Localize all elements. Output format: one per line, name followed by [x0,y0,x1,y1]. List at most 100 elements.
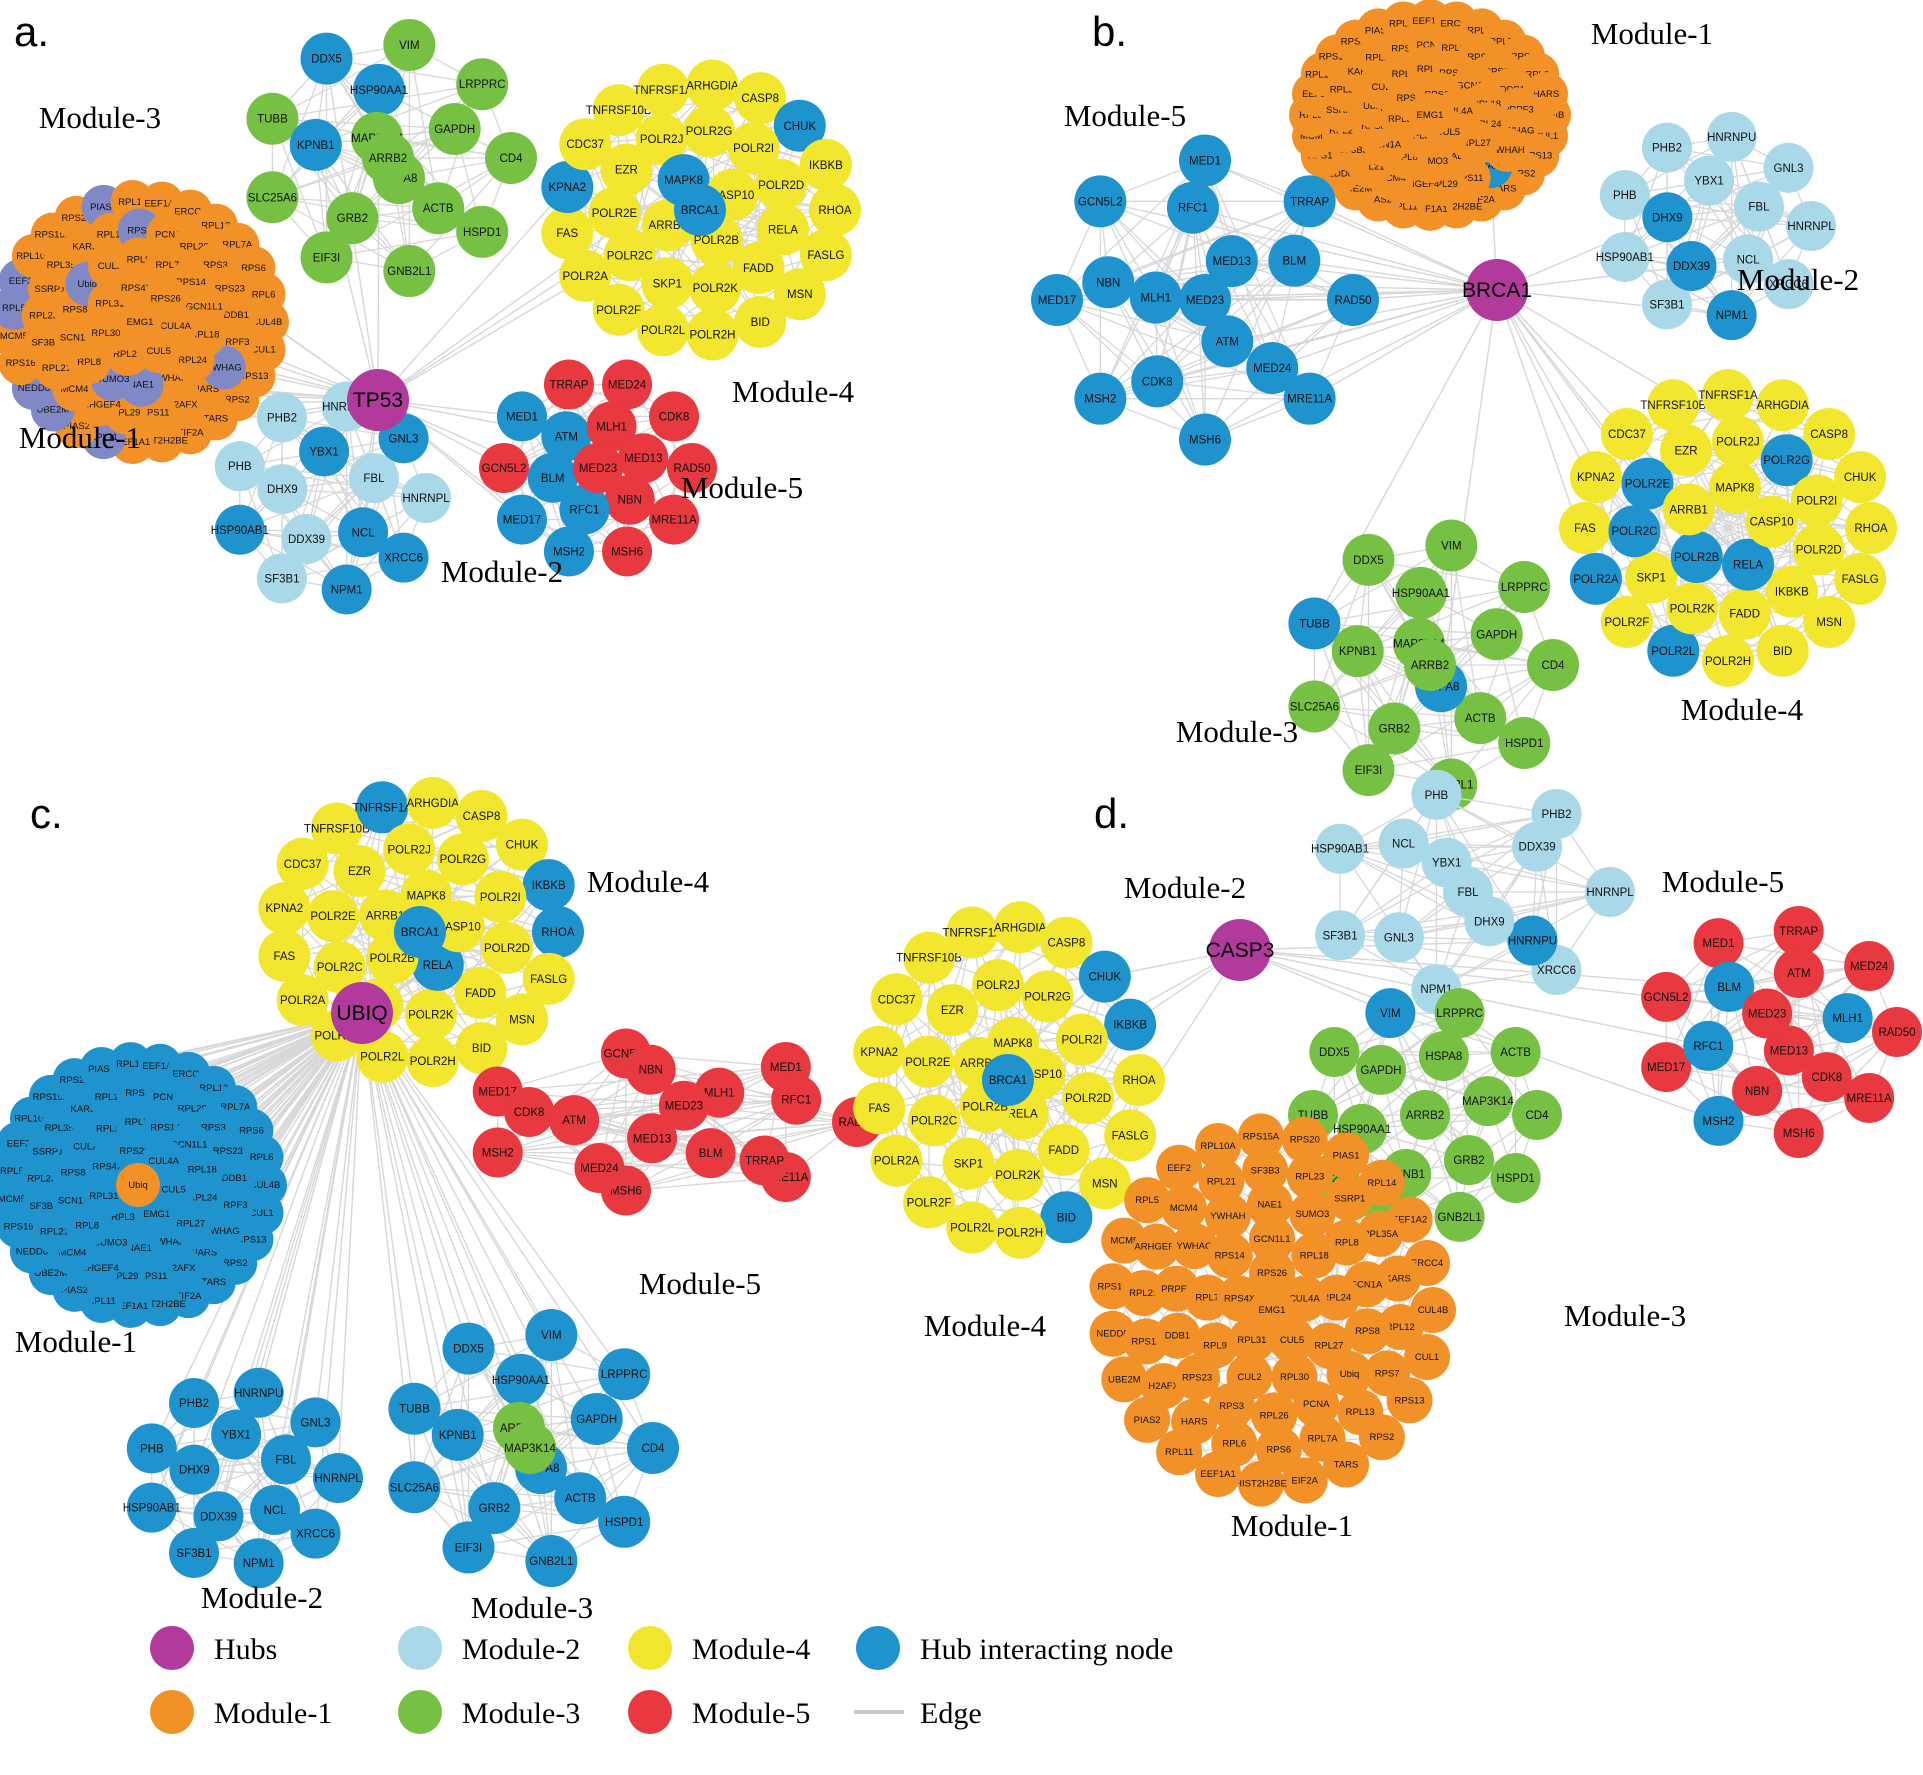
gene-node-label: PHB2 [1542,809,1572,821]
gene-node-label: FADD [1729,609,1760,621]
gene-node-label: XRCC6 [1537,965,1576,977]
gene-node-label: HSP90AA1 [350,85,408,97]
gene-node-label: ARRB2 [1411,660,1449,672]
gene-node-label: HSPD1 [1496,1173,1534,1185]
gene-node [573,443,623,493]
gene-node-label: TUBB [1299,618,1330,630]
gene-node [592,84,645,137]
gene-node-label: POLR2A [874,1156,920,1168]
gene-node-label: RPS16 [6,358,36,369]
gene-node-label: RPL7A [222,240,253,251]
gene-node-label: RPL5 [1135,1195,1159,1206]
gene-node-label: BLM [541,473,565,485]
gene-node [603,229,656,282]
gene-node-label: TNFRSF1A [353,802,413,814]
gene-node-label: RPS20 [1290,1135,1320,1146]
gene-node-label: HSP90AB1 [1311,844,1369,856]
gene-node [689,261,742,314]
gene-node-label: MED23 [665,1101,703,1113]
gene-node-label: CD4 [499,153,523,165]
gene-node-label: POLR2A [1573,574,1619,586]
hub-node-label: UBIQ [336,1002,387,1025]
gene-node-label: FAS [556,228,578,240]
gene-node-label: POLR2L [950,1223,995,1235]
gene-node [362,132,414,184]
gene-node-label: RPL21 [1207,1176,1236,1187]
gene-node-label: HSPD1 [605,1517,643,1529]
gene-node-label: MSH2 [553,546,585,558]
gene-node-label: ARRB1 [649,220,687,232]
gene-node-label: HNRNPU [1508,936,1557,948]
gene-node-label: ARRB1 [1669,504,1707,516]
gene-node-label: TRRAP [1290,196,1329,208]
gene-node [321,564,372,615]
gene-node-label: RPL11 [1165,1447,1193,1458]
legend-label: Module-3 [462,1697,580,1730]
gene-node-label: RFC1 [569,505,599,517]
gene-node-label: TARS [1334,1460,1359,1471]
gene-node-label: HSPD1 [1505,738,1543,750]
gene-node-label: PCNA [155,230,182,241]
gene-node-label: BLM [1717,982,1741,994]
gene-node-label: FASLG [1842,574,1879,586]
gene-node-label: RPL8 [75,1220,99,1231]
gene-node [246,92,299,145]
gene-node-label: RPL31 [95,299,124,310]
gene-node [686,59,739,112]
gene-node [541,411,592,462]
gene-node [496,391,547,442]
gene-node-label: MED17 [1038,295,1076,307]
gene-node-label: FAS [868,1103,890,1115]
gene-node-label: MED13 [624,453,662,465]
gene-node-label: MRE11A [1287,394,1332,406]
gene-node-label: LRPPRC [1501,582,1548,594]
gene-node-label: RAD50 [673,463,710,475]
panel-a-nodes: CD4 HSPD1 GNB2L1 EIF3I SLC25A6 TUBB DDX5 VIM LRP… [0,18,861,615]
gene-node [281,514,332,565]
gene-node-label: DDX39 [1519,842,1556,854]
gene-node-label: CHUK [783,121,816,133]
gene-node-label: BID [751,317,770,329]
gene-node-label: BID [1057,1212,1076,1224]
gene-node-label: MSH2 [482,1148,514,1160]
gene-node-label: POLR2F [1605,617,1650,629]
gene-node [635,113,688,166]
gene-node-label: GRB2 [337,213,368,225]
gene-node-label: DDX5 [1353,555,1384,567]
gene-node-label: KPNA2 [265,903,303,915]
gene-node-label: DDB1 [224,310,249,321]
module-title: Module-3 [1564,1298,1686,1333]
gene-node-label: RPS23 [1182,1373,1212,1384]
gene-node [485,132,537,184]
gene-node-label: LRPPRC [601,1369,648,1381]
gene-node-label: KPNA2 [860,1047,898,1059]
gene-node-label: POLR2B [1674,552,1720,564]
gene-node-label: GNB2L1 [529,1556,573,1568]
gene-node-label: POLR2J [387,844,430,856]
gene-node-label: CASP8 [741,93,779,105]
gene-node-label: DDB1 [1165,1331,1190,1342]
gene-node-label: NBN [639,1065,663,1077]
gene-node [600,143,653,196]
gene-node-label: EEF1A1 [1200,1469,1235,1480]
gene-node-label: TRRAP [745,1155,784,1167]
gene-node-label: RPL7A [1307,1434,1338,1445]
gene-node [214,441,265,492]
gene-node-label: RPL18 [190,330,219,341]
gene-node-label: RPS6 [241,263,266,274]
gene-node-label: YWHAH [1210,1211,1246,1222]
gene-node-label: Ubiq [1340,1369,1360,1380]
gene-node-label: GRB2 [1379,724,1410,736]
gene-node-label: POLR2G [1024,991,1071,1003]
gene-node-label: RPL9 [1203,1341,1227,1352]
gene-node-label: DDX5 [1319,1047,1350,1059]
gene-node [667,443,717,493]
gene-node [683,105,736,158]
gene-node-label: POLR2F [596,305,641,317]
gene-node-label: CDK8 [659,411,690,423]
panel-letter: d. [1094,790,1129,837]
gene-node-label: RPS15A [35,230,72,241]
gene-node-label: BRCA1 [401,927,439,939]
panel-b: CUL4BCUL1RPS13RPS2TARSEIF2AHIST2H2BEEEF1… [1031,0,1897,811]
gene-node-label: RPL6 [252,289,276,300]
